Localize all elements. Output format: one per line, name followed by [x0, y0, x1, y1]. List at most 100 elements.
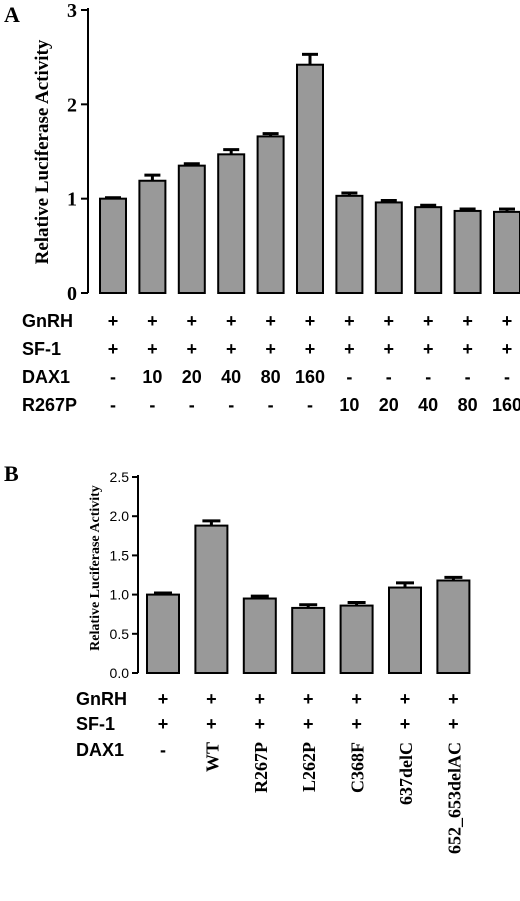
panel-a-bar: [138, 179, 167, 294]
panel-a-bar: [256, 135, 285, 294]
panel-b-y-axis-label: Relative Luciferase Activity: [88, 485, 103, 651]
panel-a-condition-cell: +: [384, 339, 395, 359]
panel-b-condition-cell: +: [400, 689, 411, 709]
panel-a-axes: 0 1 2 3: [67, 0, 89, 305]
panel-a-bar: [414, 206, 443, 294]
panel-a-condition-cell: +: [187, 311, 198, 331]
panel-a-y-tick-label: 3: [67, 0, 77, 22]
panel-a: A Relative Luciferase Activity 0 1 2 3 GnRH…: [4, 0, 520, 415]
panel-b-condition-cell: R267P: [251, 742, 271, 793]
panel-a-condition-cell: +: [265, 339, 276, 359]
panel-b-label: B: [4, 461, 19, 486]
panel-a-bar: [217, 153, 246, 294]
panel-a-condition-label: SF-1: [22, 339, 61, 359]
panel-b: B Relative Luciferase Activity 0.0 0.5 1.0…: [4, 461, 471, 854]
panel-a-y-tick-label: 2: [67, 94, 77, 116]
panel-b-condition-rows: GnRH + + + + + + + SF-1 + + + + + + + DAX1 - WT R267P L262P C…: [76, 689, 464, 854]
panel-a-bar: [453, 209, 482, 294]
panel-b-condition-cell: +: [206, 714, 217, 734]
panel-a-condition-cell: +: [462, 311, 473, 331]
panel-a-condition-cell: 80: [261, 367, 281, 387]
panel-a-condition-cell: -: [268, 395, 274, 415]
panel-b-bars: [146, 519, 471, 675]
panel-a-condition-cell: -: [465, 367, 471, 387]
panel-a-bar: [177, 164, 206, 294]
panel-b-condition-cell: +: [158, 714, 169, 734]
panel-b-condition-label: GnRH: [76, 689, 127, 709]
panel-a-y-tick-label: 1: [67, 189, 77, 211]
panel-a-condition-label: R267P: [22, 395, 77, 415]
panel-b-y-tick-label: 2.0: [110, 508, 130, 524]
panel-a-bar: [374, 201, 403, 294]
panel-a-condition-rows: GnRH + + + + + + + + + + + SF-1 + + + + + + + + + + + DAX1 - 10 20 4…: [22, 311, 520, 415]
panel-a-condition-cell: -: [425, 367, 431, 387]
panel-b-bar: [146, 593, 180, 674]
panel-a-condition-cell: 160: [492, 395, 520, 415]
panel-b-condition-cell: -: [160, 740, 166, 760]
panel-a-condition-cell: +: [423, 311, 434, 331]
panel-b-bar: [291, 606, 326, 674]
panel-a-condition-cell: +: [502, 339, 513, 359]
panel-a-y-axis-label: Relative Luciferase Activity: [32, 39, 53, 264]
panel-b-condition-label: DAX1: [76, 740, 124, 760]
panel-a-condition-cell: -: [386, 367, 392, 387]
panel-a-condition-cell: -: [504, 367, 510, 387]
panel-a-condition-cell: -: [346, 367, 352, 387]
panel-b-condition-cell: L262P: [299, 742, 319, 792]
panel-b-condition-cell: +: [255, 689, 266, 709]
panel-a-bar: [296, 63, 324, 294]
panel-b-bar: [436, 579, 471, 674]
panel-a-bar: [335, 194, 364, 294]
panel-a-condition-cell: 20: [379, 395, 399, 415]
panel-b-condition-cell: +: [351, 689, 362, 709]
panel-a-condition-cell: -: [110, 395, 116, 415]
panel-b-bar: [242, 597, 277, 675]
panel-a-condition-cell: 20: [182, 367, 202, 387]
panel-b-condition-cell: +: [303, 689, 314, 709]
panel-a-condition-cell: 160: [295, 367, 325, 387]
panel-a-condition-cell: +: [384, 311, 395, 331]
panel-a-y-tick-label: 0: [67, 283, 77, 305]
panel-a-bars: [99, 52, 520, 295]
panel-a-condition-cell: +: [226, 311, 237, 331]
panel-b-condition-cell: +: [448, 689, 459, 709]
panel-b-y-tick-label: 2.5: [110, 469, 130, 485]
panel-a-condition-cell: +: [108, 339, 119, 359]
panel-a-condition-cell: +: [423, 339, 434, 359]
panel-b-condition-cell: +: [255, 714, 266, 734]
panel-a-condition-cell: +: [305, 311, 316, 331]
panel-a-condition-cell: 80: [458, 395, 478, 415]
panel-b-axes: 0.0 0.5 1.0 1.5 2.0 2.5: [110, 469, 139, 681]
panel-b-condition-cell: C368F: [348, 742, 368, 793]
panel-b-condition-cell: +: [303, 714, 314, 734]
panel-a-bar: [99, 197, 127, 295]
panel-a-condition-cell: -: [110, 367, 116, 387]
panel-b-y-tick-label: 1.5: [110, 547, 130, 563]
panel-a-condition-cell: -: [189, 395, 195, 415]
panel-a-condition-cell: -: [307, 395, 313, 415]
panel-b-condition-cell: 637delC: [396, 742, 416, 805]
panel-a-condition-label: GnRH: [22, 311, 73, 331]
panel-a-condition-cell: -: [228, 395, 234, 415]
panel-b-y-tick-label: 0.0: [110, 665, 130, 681]
panel-a-condition-cell: +: [344, 339, 355, 359]
panel-a-label: A: [4, 2, 20, 27]
panel-b-condition-cell: 652_653delAC: [444, 742, 464, 854]
panel-b-condition-cell: +: [158, 689, 169, 709]
panel-a-condition-cell: 10: [339, 395, 359, 415]
panel-a-condition-cell: +: [147, 311, 158, 331]
panel-a-condition-cell: 40: [418, 395, 438, 415]
panel-b-condition-cell: +: [448, 714, 459, 734]
panel-a-condition-cell: +: [147, 339, 158, 359]
panel-b-bar: [339, 604, 374, 674]
panel-a-condition-cell: -: [149, 395, 155, 415]
panel-b-condition-cell: +: [206, 689, 217, 709]
panel-a-condition-cell: 10: [142, 367, 162, 387]
panel-a-condition-cell: +: [502, 311, 513, 331]
panel-a-condition-label: DAX1: [22, 367, 70, 387]
panel-b-condition-cell: WT: [202, 742, 222, 772]
panel-a-condition-cell: 40: [221, 367, 241, 387]
panel-b-bar: [194, 524, 229, 674]
panel-a-condition-cell: +: [462, 339, 473, 359]
